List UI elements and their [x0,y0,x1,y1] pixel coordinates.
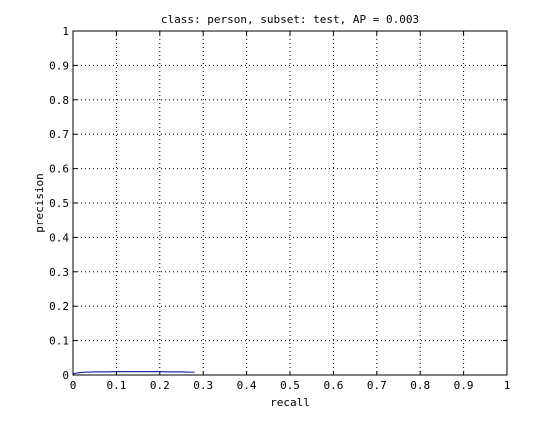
y-tick-label: 0.4 [49,231,69,244]
y-tick-label: 0.5 [49,197,69,210]
y-tick-label: 0.6 [49,163,69,176]
x-tick-label: 0.7 [367,379,387,392]
x-tick-label: 1 [504,379,511,392]
chart-title: class: person, subset: test, AP = 0.003 [161,13,419,26]
y-axis-label: precision [33,173,46,233]
x-tick-label: 0 [70,379,77,392]
y-tick-label: 0.2 [49,300,69,313]
y-tick-label: 0.1 [49,335,69,348]
x-tick-label: 0.3 [193,379,213,392]
x-axis-label: recall [270,396,310,409]
y-tick-label: 1 [62,25,69,38]
y-tick-label: 0.8 [49,94,69,107]
y-tick-label: 0.3 [49,266,69,279]
x-tick-label: 0.1 [106,379,126,392]
x-tick-label: 0.5 [280,379,300,392]
y-tick-label: 0.9 [49,59,69,72]
x-tick-label: 0.8 [410,379,430,392]
x-tick-label: 0.4 [237,379,257,392]
x-tick-label: 0.6 [323,379,343,392]
x-tick-label: 0.2 [150,379,170,392]
y-tick-label: 0 [62,369,69,382]
y-tick-label: 0.7 [49,128,69,141]
x-tick-label: 0.9 [454,379,474,392]
